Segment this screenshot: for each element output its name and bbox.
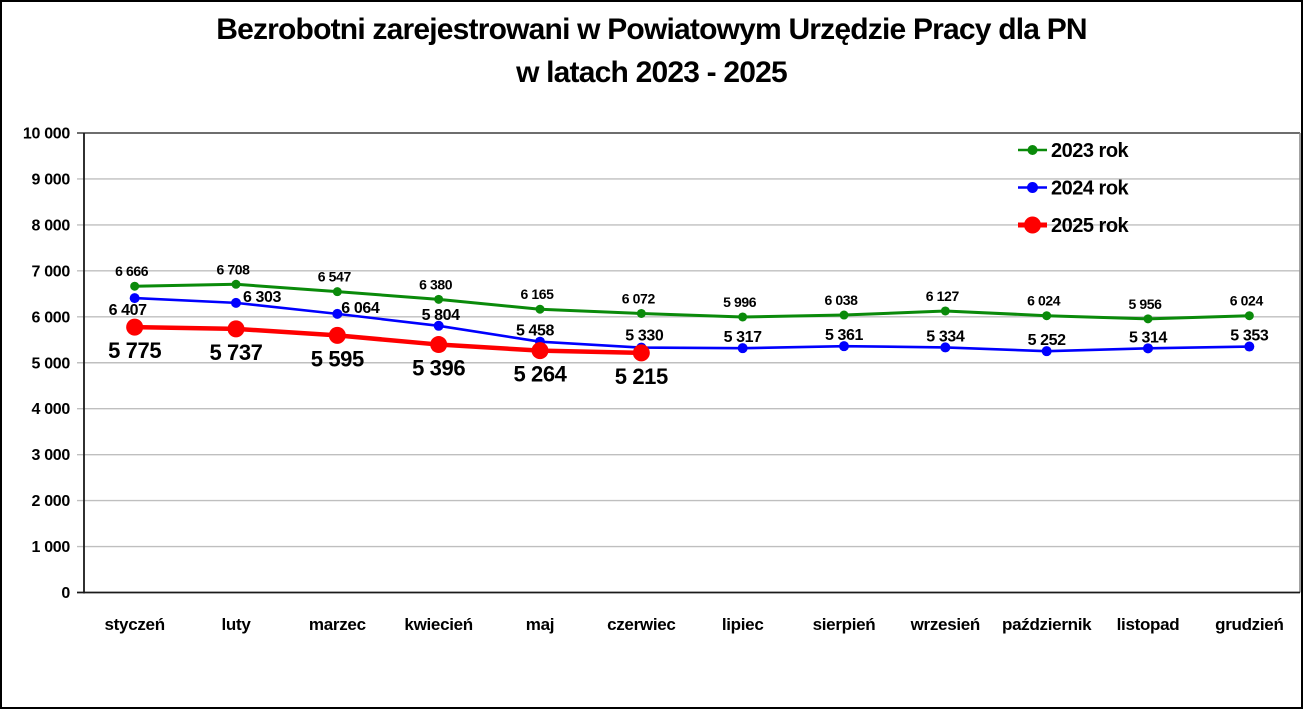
series-line-2025 [132, 324, 644, 356]
data-label-2024: 5 252 [1028, 332, 1067, 349]
legend-label-2023: 2023 rok [1051, 140, 1130, 162]
x-axis-tick-label: listopad [1117, 615, 1180, 634]
data-label-2023: 6 127 [926, 288, 960, 304]
x-axis-tick-label: luty [221, 615, 251, 634]
data-label-2024: 5 804 [422, 307, 461, 324]
data-point-2023 [231, 279, 241, 289]
chart-title: Bezrobotni zarejestrowani w Powiatowym U… [2, 8, 1301, 94]
y-axis-tick-label: 7 000 [31, 263, 70, 280]
data-point-2024 [839, 341, 849, 352]
data-point-2023 [434, 294, 444, 304]
x-axis-tick-label: sierpień [813, 615, 876, 634]
data-label-2024: 6 064 [341, 300, 380, 317]
data-label-2024: 5 330 [625, 328, 664, 345]
data-point-2025 [632, 344, 650, 362]
data-label-2025: 5 264 [513, 362, 567, 387]
data-label-2023: 5 996 [723, 294, 757, 310]
x-axis-tick-label: marzec [309, 615, 366, 634]
data-point-2024 [433, 320, 444, 331]
data-label-2024: 5 458 [516, 323, 555, 340]
legend-marker-dot-2024 [1027, 182, 1038, 193]
data-label-2024: 5 314 [1129, 329, 1168, 346]
legend-marker-dot-2025 [1024, 216, 1041, 234]
x-axis-tick-label: styczeń [105, 615, 165, 634]
y-axis-tick-label: 4 000 [31, 401, 70, 418]
y-axis-tick-label: 3 000 [31, 447, 70, 464]
x-axis-tick-label: maj [526, 615, 554, 634]
data-point-2023 [332, 287, 342, 297]
data-label-2023: 6 380 [419, 276, 453, 292]
data-point-2023 [636, 308, 646, 318]
x-axis-tick-label: grudzień [1215, 615, 1283, 634]
data-point-2023 [1143, 314, 1153, 324]
data-point-2024 [231, 297, 241, 308]
chart-title-line2: w latach 2023 - 2025 [516, 56, 788, 89]
data-label-2023: 6 024 [1027, 293, 1061, 309]
chart-title-line1: Bezrobotni zarejestrowani w Powiatowym U… [216, 13, 1087, 46]
x-axis-tick-label: lipiec [722, 615, 764, 634]
data-point-2024 [737, 343, 748, 354]
data-label-2023: 6 072 [622, 290, 656, 306]
data-label-2025: 5 215 [615, 364, 668, 389]
data-point-2023 [1244, 311, 1254, 321]
y-axis-tick-label: 9 000 [31, 171, 70, 188]
y-axis-tick-label: 8 000 [31, 217, 70, 234]
data-label-2023: 6 038 [824, 292, 858, 308]
y-axis-tick-label: 6 000 [31, 309, 70, 326]
data-point-2024 [1041, 346, 1052, 357]
data-point-2024 [332, 308, 343, 319]
series-line-2024 [133, 296, 1251, 353]
legend-marker-dot-2023 [1027, 145, 1038, 155]
data-point-2024 [1143, 343, 1153, 354]
data-point-2023 [130, 281, 140, 291]
data-label-2024: 5 317 [724, 329, 763, 346]
data-point-2023 [940, 306, 950, 316]
data-point-2024 [940, 342, 951, 353]
x-axis-tick-label: czerwiec [607, 615, 675, 634]
data-label-2025: 5 595 [311, 346, 364, 371]
legend-label-2024: 2024 rok [1051, 178, 1130, 200]
series-line-2023 [133, 282, 1251, 321]
data-point-2023 [535, 304, 545, 314]
data-point-2024 [1244, 341, 1255, 352]
data-point-2025 [328, 326, 346, 344]
data-point-2023 [839, 310, 849, 320]
data-label-2023: 6 024 [1230, 293, 1264, 309]
data-point-2025 [531, 342, 549, 360]
y-axis-tick-label: 1 000 [31, 539, 70, 556]
data-label-2024: 5 361 [825, 327, 864, 344]
data-point-2025 [126, 318, 144, 336]
data-label-2024: 5 334 [926, 328, 965, 345]
data-point-2024 [129, 293, 140, 304]
data-point-2025 [227, 320, 245, 338]
data-label-2023: 6 547 [318, 269, 352, 285]
x-axis-tick-label: kwiecień [404, 615, 472, 634]
y-axis-tick-label: 10 000 [23, 126, 71, 143]
data-point-2023 [738, 312, 748, 322]
data-label-2023: 6 666 [115, 263, 149, 279]
data-label-2024: 6 303 [243, 289, 282, 306]
data-label-2024: 5 353 [1230, 328, 1269, 345]
data-label-2025: 5 775 [108, 338, 161, 363]
data-label-2024: 6 407 [109, 302, 148, 319]
data-label-2023: 5 956 [1128, 296, 1162, 312]
data-label-2023: 6 165 [520, 286, 554, 302]
data-label-2025: 5 737 [209, 340, 262, 365]
data-point-2025 [430, 336, 448, 354]
legend-label-2025: 2025 rok [1051, 215, 1130, 237]
data-label-2023: 6 708 [216, 261, 250, 277]
y-axis-tick-label: 0 [61, 585, 70, 602]
data-label-2025: 5 396 [412, 356, 465, 381]
x-axis-tick-label: październik [1002, 615, 1092, 634]
data-point-2023 [1042, 311, 1052, 321]
y-axis-tick-label: 2 000 [31, 493, 70, 510]
x-axis-tick-label: wrzesień [910, 615, 980, 634]
y-axis-tick-label: 5 000 [31, 355, 70, 372]
